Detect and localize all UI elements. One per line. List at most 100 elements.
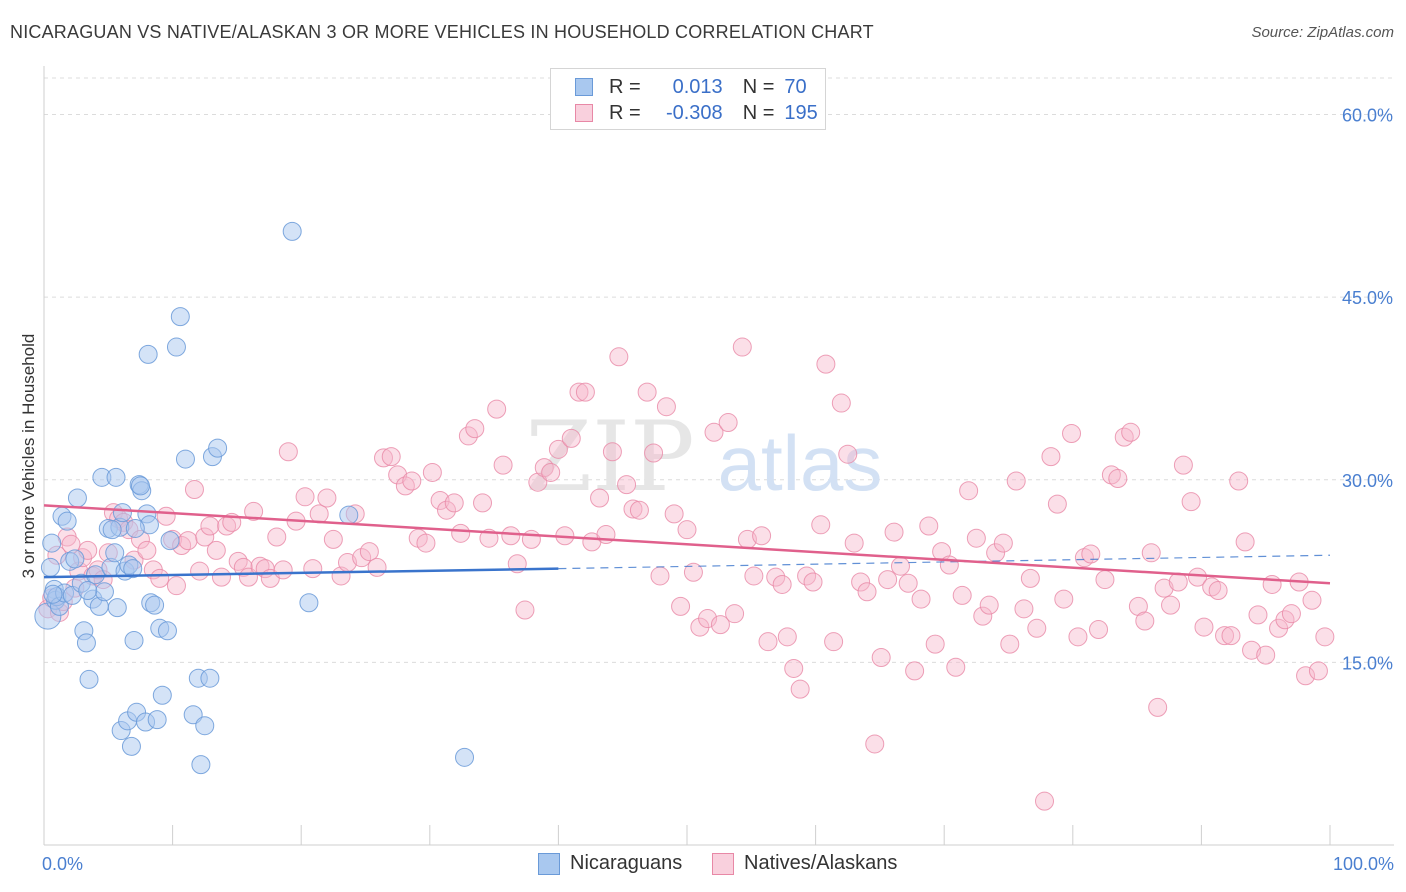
nicaraguans-point	[124, 630, 144, 650]
natives-alaskans-point	[541, 462, 561, 482]
natives-alaskans-point	[1062, 423, 1082, 443]
natives-alaskans-point	[1148, 697, 1168, 717]
natives-alaskans-point	[352, 548, 372, 568]
natives-alaskans-point	[451, 523, 471, 543]
legend-item-natives[interactable]: Natives/Alaskans	[712, 852, 897, 875]
legend-r-value: 0.013	[672, 75, 723, 98]
natives-alaskans-point	[501, 526, 521, 546]
x-tick-label-min: 0.0%	[42, 854, 83, 874]
legend-r-value: -0.308	[665, 101, 723, 124]
natives-alaskans-point	[190, 561, 210, 581]
legend-n-label: N =	[742, 101, 775, 124]
legend-r-label: R =	[609, 101, 641, 124]
natives-alaskans-point	[395, 476, 415, 496]
nicaraguans-point	[76, 633, 96, 653]
natives-alaskans-point	[561, 428, 581, 448]
natives-alaskans-point	[430, 490, 450, 510]
legend-item-nicaraguans[interactable]: Nicaraguans	[538, 852, 682, 875]
natives-alaskans-point	[1108, 469, 1128, 489]
natives-alaskans-point	[402, 471, 422, 491]
natives-alaskans-point	[1242, 640, 1262, 660]
natives-alaskans-point	[617, 475, 637, 495]
natives-alaskans-point	[766, 567, 786, 587]
legend-swatch-blue	[575, 78, 593, 96]
nicaraguans-point	[123, 559, 143, 579]
legend-row-natives: R = -0.308 N = 195	[575, 101, 818, 125]
natives-alaskans-point	[803, 572, 823, 592]
natives-alaskans-point	[278, 442, 298, 462]
natives-alaskans-point	[487, 399, 507, 419]
natives-alaskans-point	[844, 533, 864, 553]
natives-alaskans-point	[973, 606, 993, 626]
natives-alaskans-point	[1188, 567, 1208, 587]
natives-alaskans-point	[898, 573, 918, 593]
legend-n-value: 70	[784, 75, 807, 98]
natives-alaskans-point	[195, 527, 215, 547]
y-tick-label: 60.0%	[1342, 106, 1393, 126]
natives-alaskans-point	[710, 615, 730, 635]
natives-alaskans-point	[1256, 645, 1276, 665]
nicaraguans-points	[34, 221, 475, 775]
natives-alaskans-point	[784, 658, 804, 678]
natives-alaskans-point	[946, 657, 966, 677]
natives-alaskans-point	[211, 567, 231, 587]
tick-labels: 15.0% 30.0% 45.0% 60.0% 0.0% 100.0%	[42, 106, 1394, 874]
natives-alaskans-point	[718, 413, 738, 433]
natives-alaskans-point	[569, 382, 589, 402]
y-tick-label: 30.0%	[1342, 471, 1393, 491]
nicaraguans-point	[40, 557, 60, 577]
natives-alaskans-point	[1296, 666, 1316, 686]
nicaraguans-point	[130, 476, 150, 496]
nicaraguans-point	[107, 598, 127, 618]
nicaraguans-point	[160, 531, 180, 551]
natives-alaskans-point	[857, 582, 877, 602]
natives-alaskans-point	[1068, 627, 1088, 647]
axes	[43, 66, 1394, 846]
legend-n-label: N =	[742, 75, 775, 98]
natives-alaskans-point	[521, 529, 541, 549]
watermark: ZIP atlas	[525, 401, 882, 513]
natives-alaskans-point	[1054, 589, 1074, 609]
natives-alaskans-point	[884, 522, 904, 542]
natives-alaskans-point	[993, 533, 1013, 553]
x-tick-label-max: 100.0%	[1333, 854, 1394, 874]
natives-alaskans-point	[838, 444, 858, 464]
natives-alaskans-point	[178, 531, 198, 551]
natives-alaskans-point	[952, 585, 972, 605]
natives-alaskans-point	[871, 648, 891, 668]
natives-alaskans-point	[979, 595, 999, 615]
natives-alaskans-point	[1000, 634, 1020, 654]
natives-alaskans-point	[1168, 572, 1188, 592]
chart-title: NICARAGUAN VS NATIVE/ALASKAN 3 OR MORE V…	[10, 22, 874, 42]
natives-alaskans-point	[1248, 605, 1268, 625]
natives-alaskans-point	[465, 419, 485, 439]
natives-alaskans-point	[137, 540, 157, 560]
natives-alaskans-point	[698, 609, 718, 629]
nicaraguans-point	[191, 755, 211, 775]
natives-alaskans-point	[317, 488, 337, 508]
nicaraguans-trend-extension	[558, 554, 1331, 570]
source-credit: Source: ZipAtlas.com	[1251, 24, 1394, 41]
nicaraguans-point	[112, 503, 132, 523]
natives-alaskans-point	[602, 442, 622, 462]
natives-alaskans-point	[267, 527, 287, 547]
natives-alaskans-point	[966, 528, 986, 548]
natives-alaskans-point	[1308, 661, 1328, 681]
natives-alaskans-point	[1161, 595, 1181, 615]
trend-lines	[43, 504, 1331, 585]
natives-alaskans-point	[811, 515, 831, 535]
natives-alaskans-point	[637, 382, 657, 402]
watermark-atlas: atlas	[718, 419, 883, 507]
natives-alaskans-point	[609, 347, 629, 367]
natives-alaskans-point	[1194, 617, 1214, 637]
nicaraguans-point	[200, 668, 220, 688]
nicaraguans-point	[67, 488, 87, 508]
natives-alaskans-point	[758, 632, 778, 652]
natives-alaskans-point	[1047, 494, 1067, 514]
nicaraguans-point	[102, 520, 122, 540]
natives-alaskans-point	[1089, 620, 1109, 640]
nicaraguans-point	[152, 685, 172, 705]
natives-alaskans-point	[878, 570, 898, 590]
nicaraguans-point	[299, 593, 319, 613]
